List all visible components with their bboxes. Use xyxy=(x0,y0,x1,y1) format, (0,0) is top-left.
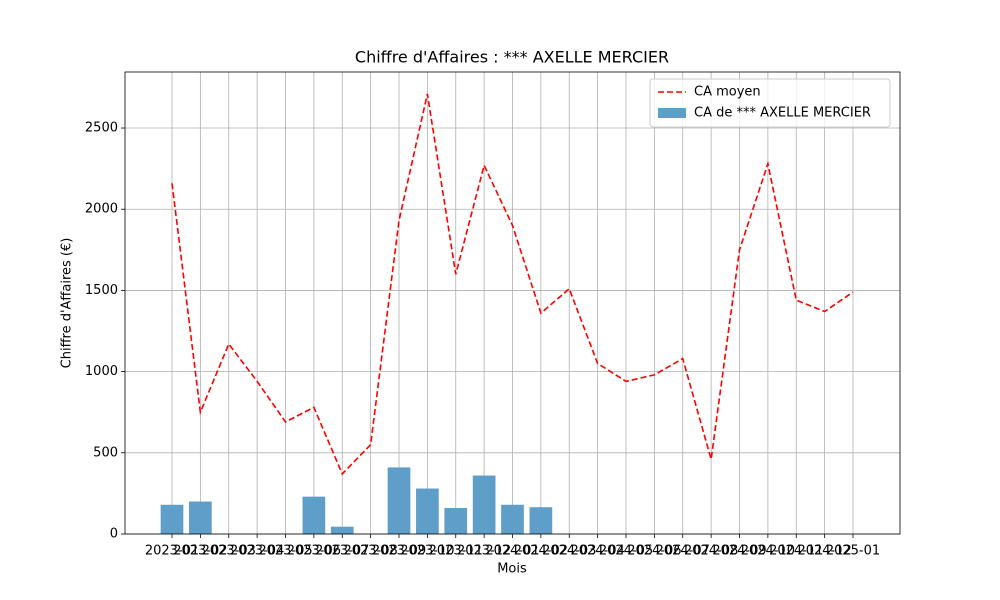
x-tick-label: 2023-10 xyxy=(400,544,454,559)
x-tick-label: 2024-11 xyxy=(769,544,823,559)
x-tick-label: 2023-02 xyxy=(173,544,227,559)
x-tick-label: 2024-10 xyxy=(741,544,795,559)
plot-frame xyxy=(124,71,901,535)
x-tick-label: 2023-09 xyxy=(372,544,426,559)
x-tick-label: 2023-11 xyxy=(429,544,483,559)
x-tick-label: 2024-01 xyxy=(485,544,539,559)
chart-title: Chiffre d'Affaires : *** AXELLE MERCIER xyxy=(355,48,669,67)
y-tick-label: 2500 xyxy=(85,121,118,136)
legend-swatch xyxy=(658,108,686,118)
y-tick-label: 2000 xyxy=(85,202,118,217)
x-tick-label: 2023-06 xyxy=(287,544,341,559)
y-tick-label: 0 xyxy=(110,527,118,542)
x-tick-label: 2024-12 xyxy=(797,544,851,559)
y-tick-label: 500 xyxy=(93,445,118,460)
x-tick-label: 2024-04 xyxy=(570,544,624,559)
x-tick-label: 2025-01 xyxy=(826,544,880,559)
bar xyxy=(416,488,439,534)
legend-label: CA de *** AXELLE MERCIER xyxy=(694,106,871,121)
x-tick-label: 2023-07 xyxy=(315,544,369,559)
bar xyxy=(160,504,184,534)
bar xyxy=(302,496,326,534)
y-axis-label: Chiffre d'Affaires (€) xyxy=(60,238,75,369)
line xyxy=(171,93,854,476)
x-tick-label: 2024-07 xyxy=(656,544,710,559)
x-tick-label: 2023-03 xyxy=(202,544,256,559)
x-tick-label: 2024-03 xyxy=(542,544,596,559)
x-tick-label: 2023-01 xyxy=(145,544,199,559)
legend-label: CA moyen xyxy=(694,85,761,100)
x-tick-label: 2024-05 xyxy=(599,544,653,559)
x-tick-label: 2024-06 xyxy=(627,544,681,559)
y-tick-label: 1500 xyxy=(85,283,118,298)
bar xyxy=(444,508,468,534)
x-tick-label: 2023-08 xyxy=(343,544,397,559)
bar xyxy=(529,507,553,534)
bar xyxy=(501,504,524,534)
bar xyxy=(189,501,212,534)
x-axis-label: Mois xyxy=(497,562,527,577)
bar xyxy=(472,475,496,534)
x-tick-label: 2024-09 xyxy=(712,544,766,559)
y-tick-label: 1000 xyxy=(85,364,118,379)
x-tick-label: 2024-02 xyxy=(514,544,568,559)
x-tick-label: 2023-05 xyxy=(258,544,312,559)
bar xyxy=(387,467,411,534)
x-tick-label: 2023-04 xyxy=(230,544,284,559)
x-tick-label: 2024-08 xyxy=(684,544,738,559)
bar xyxy=(330,526,354,534)
legend-box xyxy=(649,78,891,128)
x-tick-label: 2023-12 xyxy=(457,544,511,559)
